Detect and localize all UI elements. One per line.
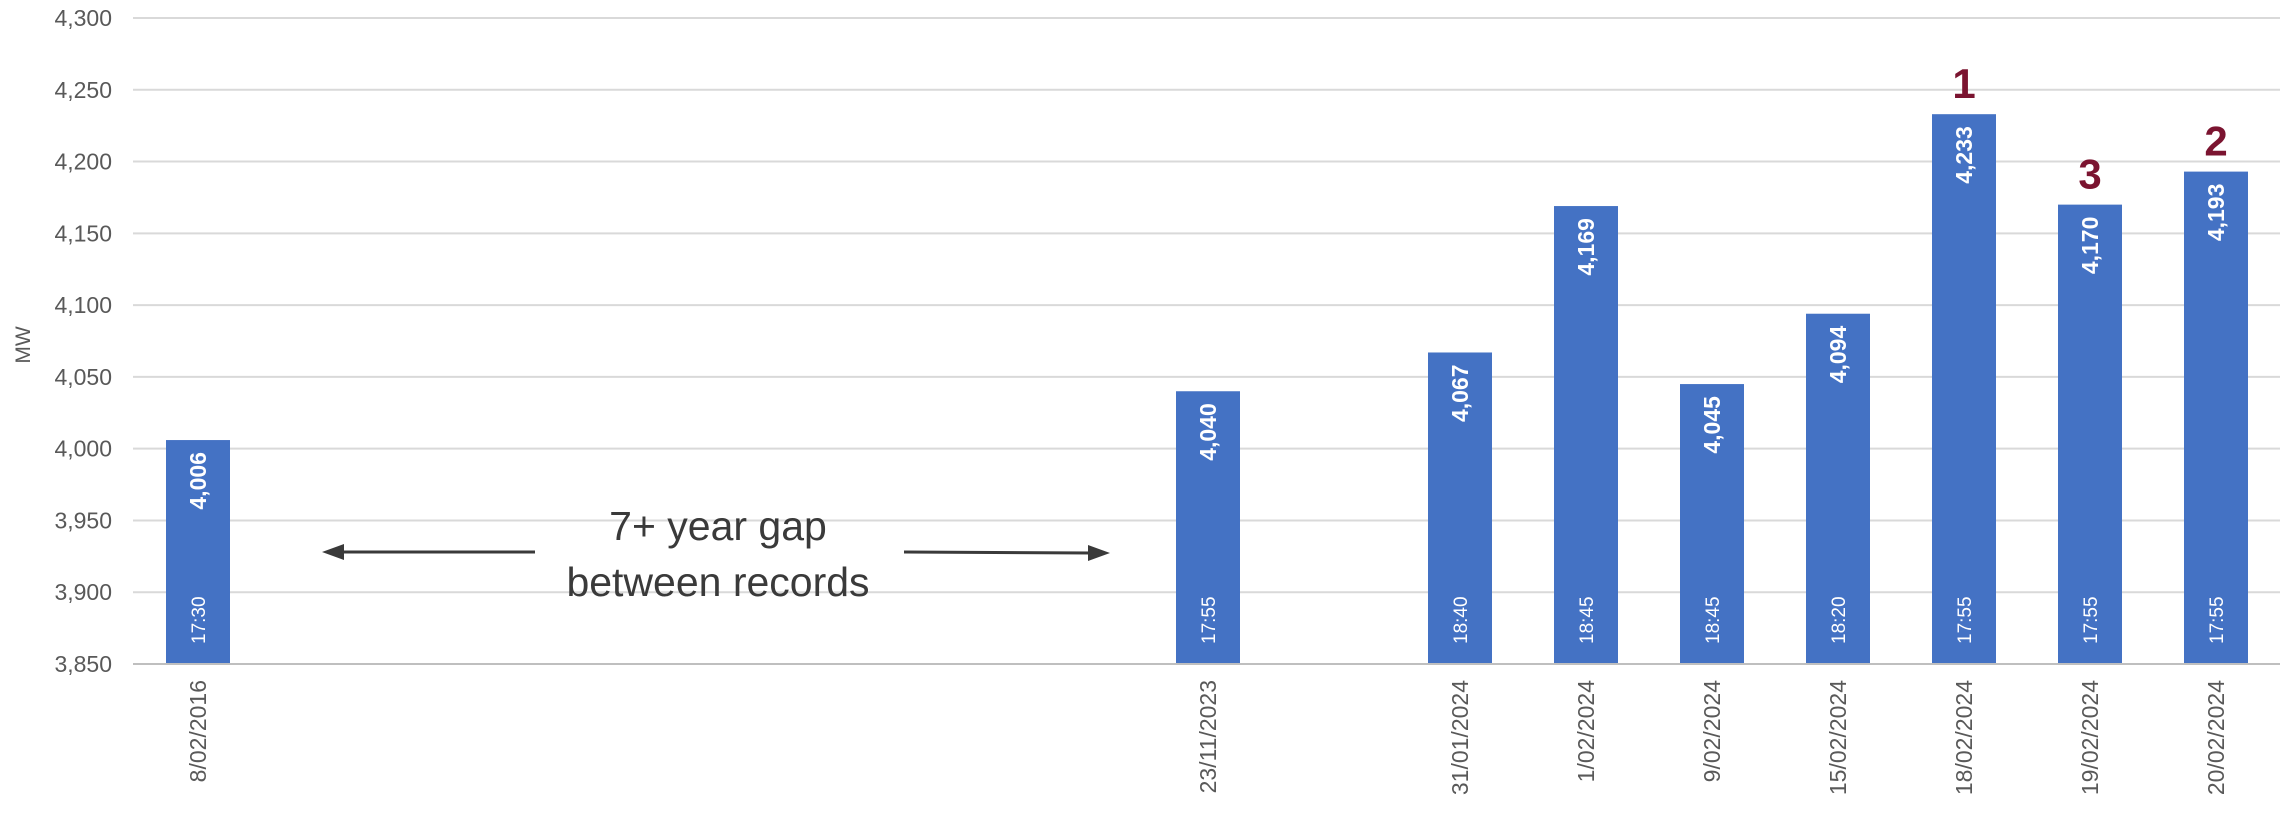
y-tick-label: 3,850 [54,651,112,677]
y-tick-label: 4,050 [54,364,112,390]
x-tick-label: 15/02/2024 [1825,680,1851,795]
bar-group: 4,193 17:55 2 [2184,118,2248,665]
gap-annotation-line1: 7+ year gap [609,503,827,549]
bar-time-label: 18:45 [1577,596,1598,644]
bar-time-label: 17:55 [2081,596,2102,644]
bar-group: 4,045 18:45 [1680,384,1744,664]
bar [166,440,230,664]
bar [2184,171,2248,665]
bar [2058,204,2122,664]
x-tick-label: 19/02/2024 [2077,680,2103,795]
y-tick-label: 3,950 [54,507,112,533]
bar [1806,313,1870,664]
gap-annotation-line2: between records [566,559,869,605]
x-tick-label: 1/02/2024 [1573,680,1599,783]
bar-time-label: 18:45 [1703,596,1724,644]
bar-group: 4,170 17:55 3 [2058,151,2122,664]
y-tick-label: 4,150 [54,220,112,246]
bar-time-label: 18:40 [1451,596,1472,644]
bar-group: 4,040 17:55 [1176,391,1240,664]
bar-value-label: 4,233 [1951,126,1977,184]
x-tick-label: 18/02/2024 [1951,680,1977,795]
bar-value-label: 4,006 [185,452,211,510]
y-tick-label: 4,200 [54,149,112,175]
bar [1176,391,1240,664]
bar-group: 4,094 18:20 [1806,313,1870,664]
bar [1932,114,1996,664]
bar-time-label: 18:20 [1829,596,1850,644]
bar-value-label: 4,067 [1447,364,1473,422]
y-axis-label: MW [12,326,35,363]
y-tick-label: 3,900 [54,579,112,605]
bar-time-label: 17:55 [2207,596,2228,644]
rank-label: 3 [2078,151,2101,198]
right-arrow [903,545,1110,561]
bar-group: 4,067 18:40 [1428,352,1492,664]
bar-value-label: 4,094 [1825,326,1851,384]
bar [1554,206,1618,664]
bar-group: 4,233 17:55 1 [1932,60,1996,664]
bar-value-label: 4,169 [1573,218,1599,276]
left-arrow [322,544,535,560]
x-tick-label: 31/01/2024 [1447,680,1473,795]
rank-label: 2 [2204,118,2227,165]
y-tick-label: 4,000 [54,436,112,462]
y-axis-tick-labels: 3,850 3,900 3,950 4,000 4,050 4,100 4,150 4,200… [54,5,112,677]
bar-group: 4,169 18:45 [1554,206,1618,664]
x-axis-tick-labels: 8/02/2016 23/11/2023 31/01/2024 1/02/2024 9/… [185,680,2229,795]
bar-value-label: 4,040 [1195,403,1221,461]
gap-annotation: 7+ year gap between records [322,503,1110,605]
bar [1428,352,1492,664]
bar-time-label: 17:55 [1199,596,1220,644]
bars: 4,006 17:30 4,040 17:55 4,067 18:40 4,169 18:45… [166,60,2248,665]
bar-time-label: 17:30 [189,596,210,644]
x-tick-label: 9/02/2024 [1699,680,1725,783]
bar-value-label: 4,170 [2077,217,2103,275]
rank-label: 1 [1952,60,1975,107]
y-tick-label: 4,300 [54,5,112,31]
y-tick-label: 4,250 [54,77,112,103]
bar [1680,384,1744,664]
x-tick-label: 8/02/2016 [185,680,211,782]
gridlines [133,17,2280,665]
bar-value-label: 4,193 [2203,184,2229,242]
x-tick-label: 20/02/2024 [2203,680,2229,795]
x-tick-label: 23/11/2023 [1195,680,1221,793]
bar-value-label: 4,045 [1699,396,1725,454]
bar-time-label: 17:55 [1955,596,1976,644]
bar-group: 4,006 17:30 [166,440,230,664]
y-tick-label: 4,100 [54,292,112,318]
